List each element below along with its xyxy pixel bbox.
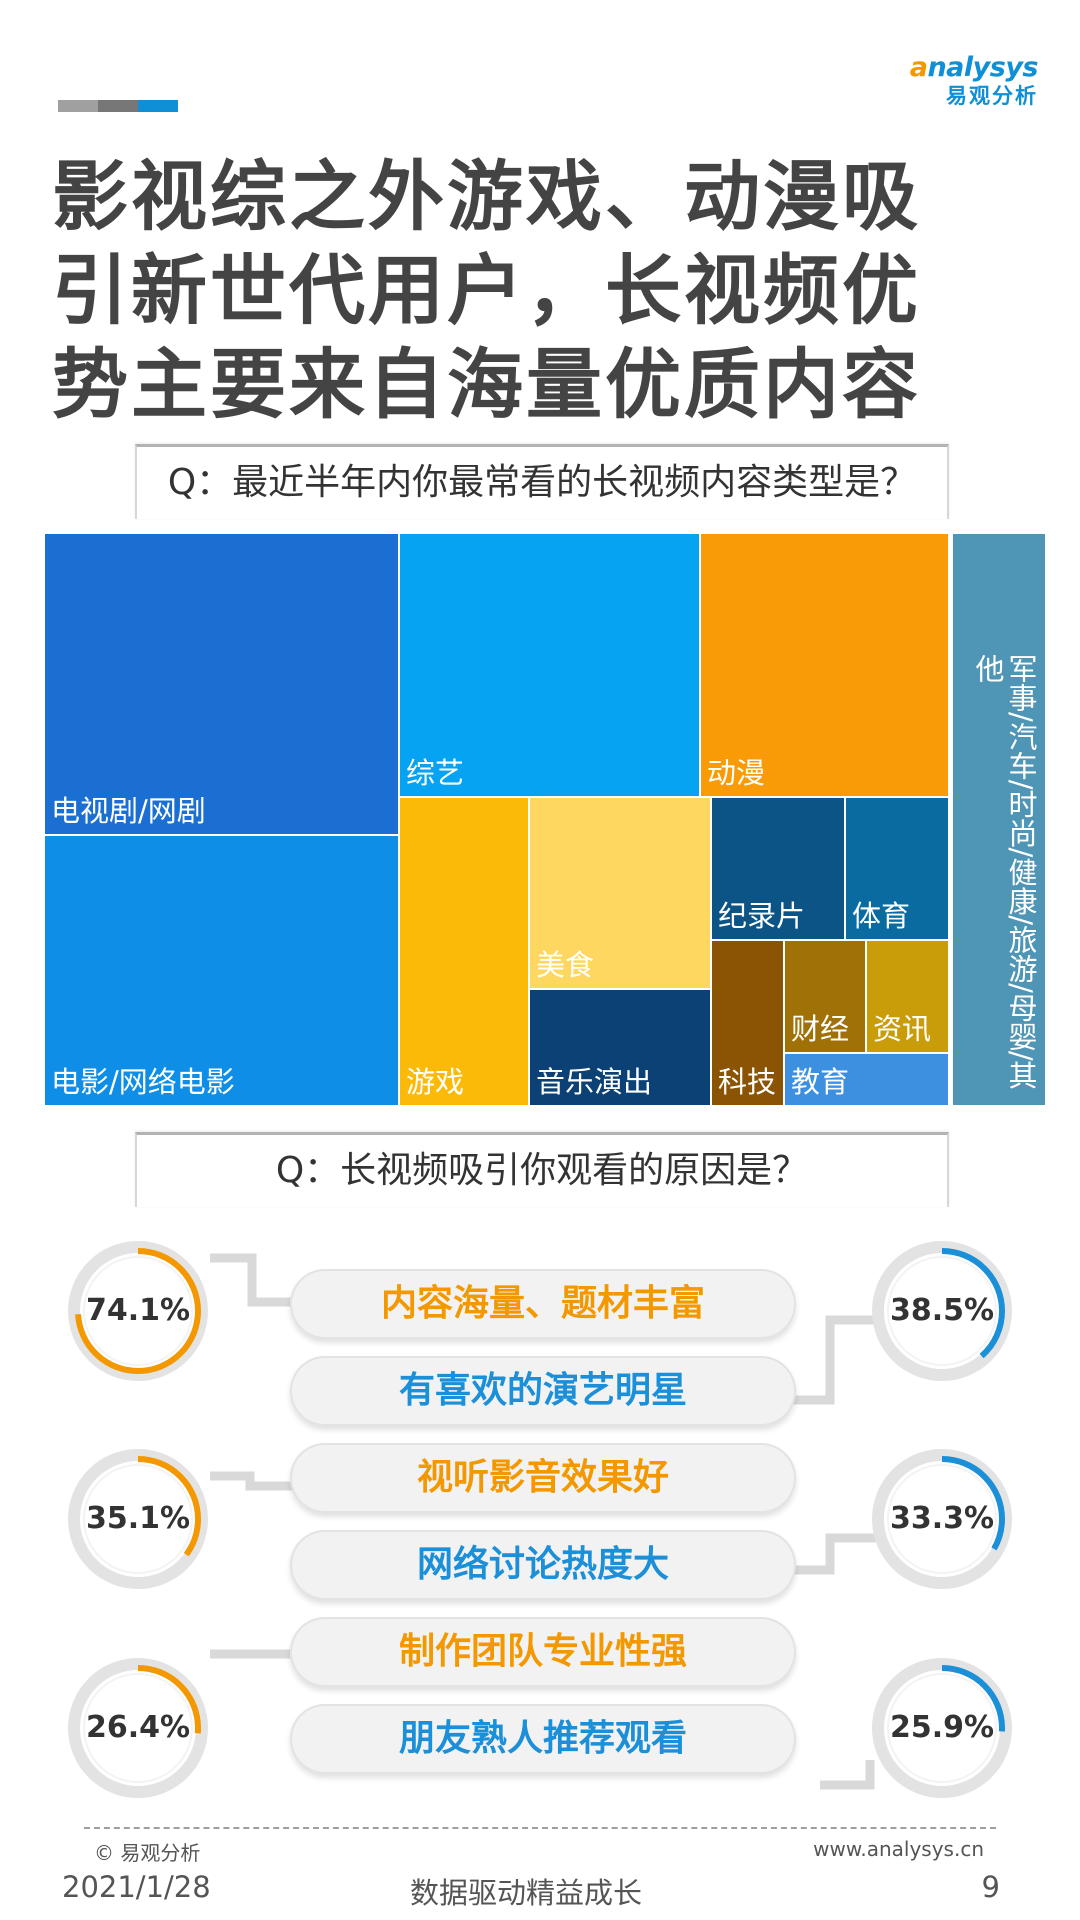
reason-connectors <box>210 1253 890 1790</box>
analysys-logo: analysys 易观分析 <box>909 52 1039 108</box>
ring-inner <box>887 1673 997 1783</box>
ring-progress-arc <box>879 1456 1005 1582</box>
title-line-2: 引新世代用户，长视频优 <box>52 246 921 335</box>
ring-26-4: 26.4% <box>62 1652 214 1804</box>
website-link[interactable]: www.analysys.cn <box>813 1837 984 1861</box>
footer-divider <box>84 1827 996 1829</box>
reason-pill-stars: 有喜欢的演艺明星 <box>290 1356 796 1426</box>
treemap-cell-documentary: 纪录片 <box>711 797 845 940</box>
page-title: 影视综之外游戏、动漫吸 引新世代用户，长视频优 势主要来自海量优质内容 <box>52 150 1052 432</box>
treemap-cell-variety: 综艺 <box>399 533 700 797</box>
question-1: Q：最近半年内你最常看的长视频内容类型是？ <box>135 444 949 519</box>
ring-progress-arc <box>75 1248 201 1374</box>
treemap-cell-games: 游戏 <box>399 797 529 1106</box>
reason-pill-discussion: 网络讨论热度大 <box>290 1530 796 1600</box>
title-line-3: 势主要来自海量优质内容 <box>52 340 921 429</box>
treemap-cell-movie: 电影/网络电影 <box>44 835 399 1106</box>
ring-inner <box>83 1256 193 1366</box>
reason-pill-audiovisual: 视听影音效果好 <box>290 1443 796 1513</box>
reason-pill-content: 内容海量、题材丰富 <box>290 1269 796 1339</box>
reason-pill-recommend: 朋友熟人推荐观看 <box>290 1704 796 1774</box>
ring-progress-arc <box>879 1248 1005 1374</box>
reason-pill-production: 制作团队专业性强 <box>290 1617 796 1687</box>
ring-35-1: 35.1% <box>62 1443 214 1595</box>
ring-inner <box>83 1673 193 1783</box>
treemap-cell-food: 美食 <box>529 797 711 989</box>
slogan: 数据驱动精益成长 <box>410 1876 643 1910</box>
ring-progress-arc <box>879 1665 1005 1791</box>
copyright: © 易观分析 <box>94 1841 201 1865</box>
ring-25-9: 25.9% <box>866 1652 1018 1804</box>
treemap-cell-education: 教育 <box>784 1053 949 1106</box>
ring-inner <box>83 1464 193 1574</box>
ring-inner <box>887 1464 997 1574</box>
treemap-cell-others: 军事/汽车/时尚/健康/旅游/母婴/其他 <box>952 533 1046 1106</box>
page-number: 9 <box>981 1870 1000 1904</box>
treemap-cell-news: 资讯 <box>866 940 949 1053</box>
ring-track <box>872 1241 1012 1381</box>
treemap-cell-sports: 体育 <box>845 797 949 940</box>
ring-track <box>872 1449 1012 1589</box>
ring-progress-arc <box>75 1456 201 1582</box>
ring-track <box>68 1449 208 1589</box>
treemap-cell-anime: 动漫 <box>700 533 949 797</box>
ring-progress-arc <box>75 1665 201 1791</box>
ring-38-5: 38.5% <box>866 1235 1018 1387</box>
title-line-1: 影视综之外游戏、动漫吸 <box>52 152 921 241</box>
report-date: 2021/1/28 <box>62 1870 211 1904</box>
ring-track <box>872 1658 1012 1798</box>
ring-track <box>68 1241 208 1381</box>
treemap-cell-tech: 科技 <box>711 940 784 1106</box>
ring-inner <box>887 1256 997 1366</box>
treemap-cell-tv-drama: 电视剧/网剧 <box>44 533 399 835</box>
treemap-cell-finance: 财经 <box>784 940 866 1053</box>
ring-33-3: 33.3% <box>866 1443 1018 1595</box>
content-type-treemap: 电视剧/网剧 电影/网络电影 综艺 动漫 游戏 美食 音乐演出 纪录片 体育 科… <box>44 533 1046 1106</box>
ring-track <box>68 1658 208 1798</box>
question-2: Q：长视频吸引你观看的原因是？ <box>135 1132 949 1207</box>
ring-74-1: 74.1% <box>62 1235 214 1387</box>
treemap-cell-music-show: 音乐演出 <box>529 989 711 1106</box>
